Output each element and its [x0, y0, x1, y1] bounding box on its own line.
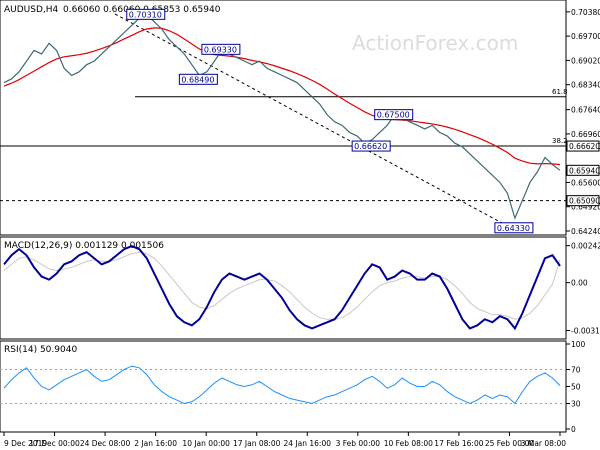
annotation-label: 0.64330	[497, 224, 530, 233]
rsi-panel: RSI(14) 50.9040 100 70 50 30 0	[0, 340, 586, 434]
x-tick-label: 24 Dec 08:00	[80, 439, 131, 448]
rsi-line	[3, 365, 561, 405]
x-tick-label: 25 Feb 00:00	[485, 439, 534, 448]
annotation-box	[201, 43, 241, 55]
annotation-box	[351, 140, 391, 152]
macd-tick-label: 0.00	[571, 279, 588, 288]
price-tag-label: 0.65090	[569, 197, 600, 206]
annotation-box	[126, 8, 166, 20]
x-tick-label: 3 Mar 08:00	[521, 439, 567, 448]
annotation-label: 0.70310	[129, 10, 162, 19]
macd-panel-frame	[0, 236, 567, 340]
fib-level-label: 38.2	[552, 137, 568, 145]
macd-tick-label: -0.003141	[571, 327, 600, 336]
price-tag-label: 0.65940	[569, 166, 600, 175]
price-tick-label: 0.64240	[571, 227, 600, 236]
price-tick-label: 0.64920	[571, 203, 600, 212]
rsi-tick-label: 0	[571, 425, 576, 434]
price-tick-label: 0.69700	[571, 32, 600, 41]
price-tag-box	[566, 140, 600, 152]
annotation-box	[494, 222, 534, 234]
price-tag-box	[566, 195, 600, 207]
x-tick-label: 3 Feb 00:00	[336, 439, 381, 448]
annotation-label: 0.66620	[354, 142, 387, 151]
annotation-label: 0.68490	[181, 75, 214, 84]
watermark: ActionForex.com	[352, 31, 518, 55]
price-tick-label: 0.67640	[571, 106, 600, 115]
x-tick-label: 17 Jan 08:00	[233, 439, 281, 448]
macd-panel: MACD(12,26,9) 0.001129 0.001506 0.002426…	[0, 236, 600, 340]
price-tick-label: 0.69020	[571, 56, 600, 65]
symbol-label: AUDUSD,H4	[4, 5, 59, 15]
rsi-tick-label: 70	[571, 366, 581, 375]
moving-average-line	[3, 27, 561, 166]
rsi-tick-label: 30	[571, 400, 581, 409]
x-tick-label: 17 Dec 00:00	[29, 439, 80, 448]
x-tick-label: 10 Jan 00:00	[182, 439, 230, 448]
x-tick-label: 9 Dec 2019	[4, 439, 47, 448]
rsi-tick-label: 50	[571, 383, 581, 392]
rsi-title: RSI(14) 50.9040	[4, 345, 77, 355]
price-tick-label: 0.70380	[571, 8, 600, 17]
macd-tick-label: 0.002426	[571, 242, 600, 251]
price-tag-label: 0.66620	[569, 142, 600, 151]
price-tick-label: 0.65600	[571, 178, 600, 187]
macd-title: MACD(12,26,9) 0.001129 0.001506	[4, 241, 164, 251]
annotation-box	[374, 109, 414, 121]
macd-main-line	[3, 245, 561, 331]
x-tick-label: 24 Jan 16:00	[284, 439, 332, 448]
price-panel-frame	[0, 0, 567, 236]
trendline	[114, 13, 516, 231]
annotation-label: 0.69330	[204, 45, 237, 54]
rsi-tick-label: 100	[571, 340, 586, 349]
annotation-label: 0.67500	[377, 111, 410, 120]
price-tick-label: 0.66960	[571, 130, 600, 139]
fib-level-label: 61.8	[552, 88, 568, 96]
x-tick-label: 2 Jan 16:00	[134, 439, 177, 448]
price-tick-label: 0.68340	[571, 81, 600, 90]
x-tick-label: 17 Feb 16:00	[434, 439, 483, 448]
price-tag-box	[566, 164, 600, 176]
price-line	[3, 13, 561, 220]
x-tick-label: 10 Feb 08:00	[384, 439, 433, 448]
price-panel: ActionForex.com AUDUSD,H4 0.66060 0.6606…	[0, 0, 600, 236]
annotation-box	[178, 73, 218, 85]
